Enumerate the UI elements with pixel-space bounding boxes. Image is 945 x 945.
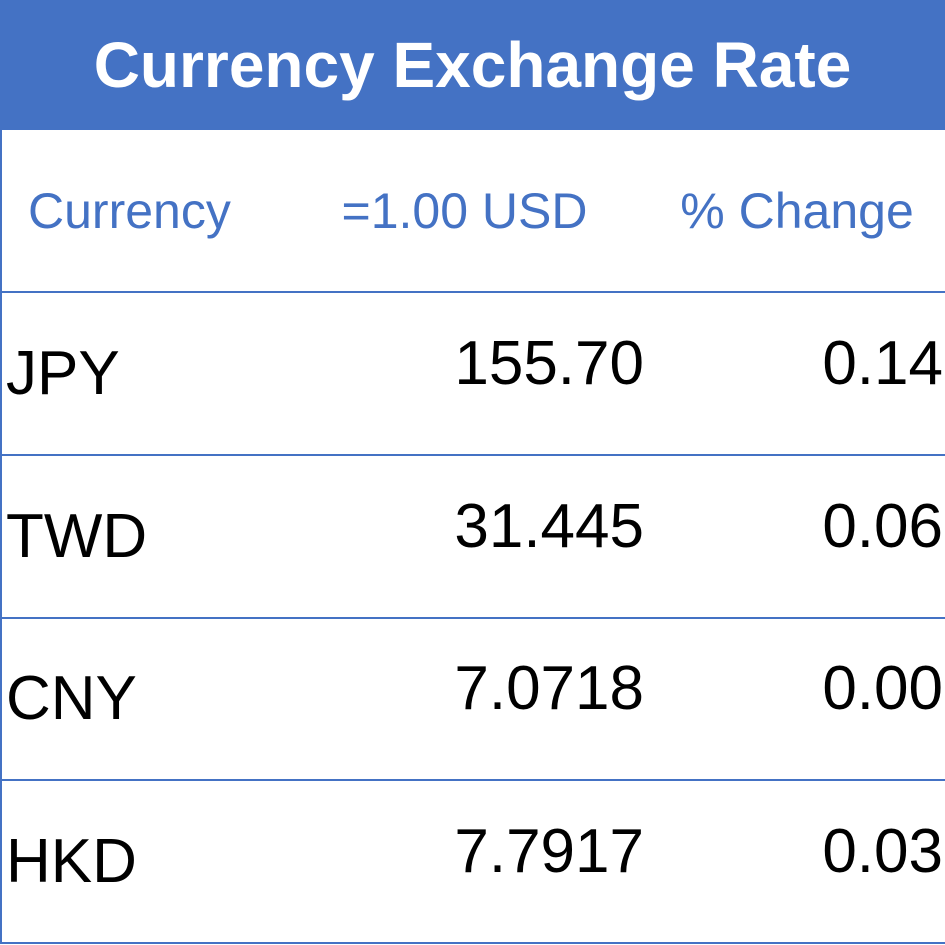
header-row: Currency =1.00 USD % Change [2, 130, 945, 293]
table-row: TWD 31.445 0.06 [2, 456, 945, 619]
table-row: CNY 7.0718 0.00 [2, 619, 945, 782]
table-cell: HKD [6, 827, 137, 897]
table-row: JPY 155.70 0.14 [2, 293, 945, 456]
table-cell: 0.14 [822, 328, 943, 398]
column-header: =1.00 USD [341, 182, 588, 239]
column-header: Currency [28, 182, 231, 239]
table-cell: 0.06 [822, 491, 943, 561]
table-cell: 155.70 [454, 328, 644, 398]
table-cell: 7.0718 [454, 654, 644, 724]
table-cell: 31.445 [454, 491, 644, 561]
table-row: HKD 7.7917 0.03 [2, 781, 945, 944]
title-bar: Currency Exchange Rate [0, 0, 945, 130]
title: Currency Exchange Rate [93, 29, 852, 101]
table-cell: TWD [6, 501, 148, 571]
table-cell: 0.00 [822, 654, 943, 724]
table-cell: JPY [6, 338, 120, 408]
table-cell: 7.7917 [454, 817, 644, 887]
table: Currency =1.00 USD % Change JPY 155.70 0.14 TW… [0, 130, 945, 944]
column-header: % Change [680, 182, 914, 239]
table-cell: 0.03 [822, 817, 943, 887]
table-cell: CNY [6, 664, 137, 734]
